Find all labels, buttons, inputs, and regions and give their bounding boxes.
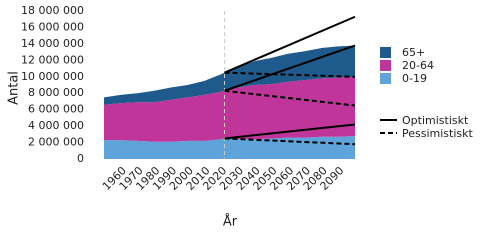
legend-label: Optimistiskt — [402, 114, 469, 127]
legend-swatch — [380, 73, 391, 84]
scenario-line — [224, 89, 356, 107]
y-tick-label: 0 — [77, 152, 84, 165]
scenario-line — [224, 15, 356, 74]
legend-label: Pessimistiskt — [402, 127, 473, 140]
y-tick-label: 18 000 000 — [21, 4, 84, 17]
y-tick-label: 14 000 000 — [21, 37, 84, 50]
y-tick-label: 8 000 000 — [28, 86, 84, 99]
scenario-line — [224, 137, 356, 146]
legend-label: 0-19 — [402, 72, 427, 85]
area — [104, 45, 355, 105]
y-tick-label: 16 000 000 — [21, 20, 84, 33]
legend-label: 20-64 — [402, 59, 434, 72]
y-tick-label: 4 000 000 — [28, 119, 84, 132]
y-axis-label: Antal — [7, 71, 22, 105]
y-tick-label: 10 000 000 — [21, 70, 84, 83]
scenario-line — [224, 123, 356, 140]
area — [104, 76, 355, 142]
y-tick-label: 6 000 000 — [28, 103, 84, 116]
legend-swatch — [380, 60, 391, 71]
y-tick-label: 12 000 000 — [21, 53, 84, 66]
y-tick-label: 2 000 000 — [28, 136, 84, 149]
legend-swatch — [380, 47, 391, 58]
x-axis-label: År — [223, 214, 238, 230]
legend-label: 65+ — [402, 46, 425, 59]
scenario-line — [224, 71, 356, 78]
scenario-line — [224, 44, 356, 92]
